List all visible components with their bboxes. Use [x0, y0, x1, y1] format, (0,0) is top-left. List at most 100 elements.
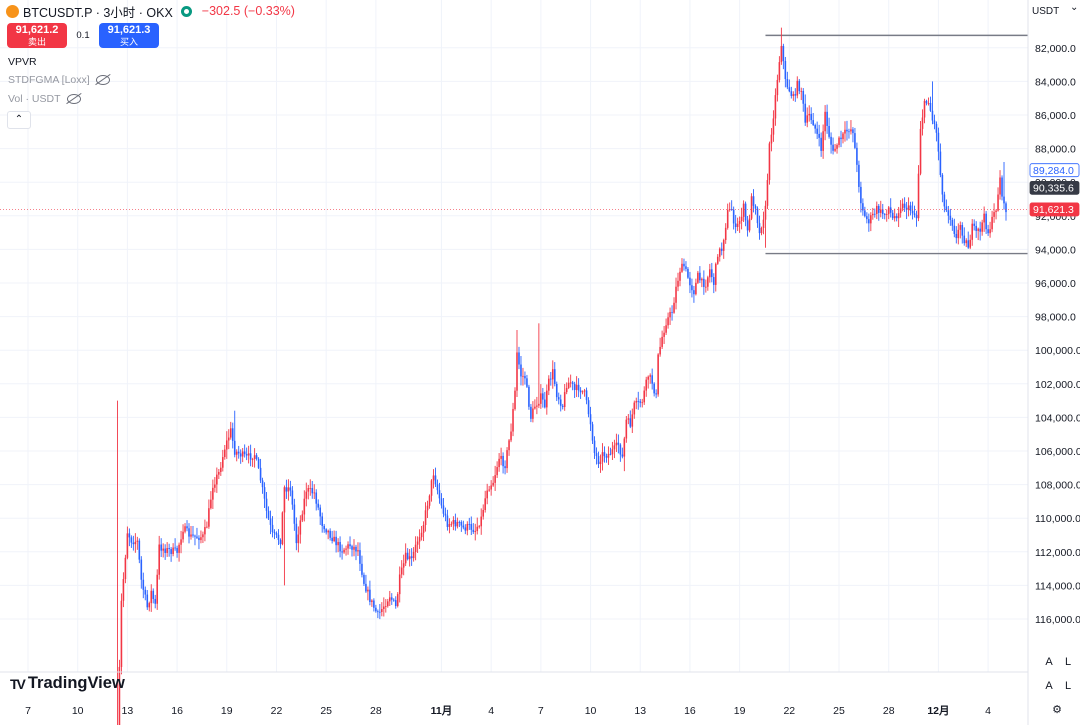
candle-body — [508, 440, 510, 450]
hidden-eye-icon[interactable] — [96, 75, 110, 85]
candle-body — [574, 384, 576, 390]
candle-body — [620, 445, 622, 455]
collapse-legend-button[interactable]: ⌃ — [7, 111, 31, 129]
candle-body — [210, 500, 212, 509]
candle-body — [290, 487, 292, 490]
buy-button[interactable]: 91,621.3 买入 — [99, 23, 159, 48]
candle-body — [862, 203, 864, 210]
log-scale-button-secondary[interactable]: L — [1059, 677, 1077, 695]
time-tick-label: 25 — [833, 705, 845, 717]
grid-lines — [0, 0, 1028, 672]
candle-body — [302, 514, 304, 520]
candle-body — [584, 390, 586, 391]
indicator-stdfgma[interactable]: STDFGMA [Loxx] — [8, 74, 110, 86]
candle-body — [659, 347, 661, 354]
sell-button[interactable]: 91,621.2 卖出 — [7, 23, 67, 48]
time-tick-label: 25 — [320, 705, 332, 717]
time-tick-label: 4 — [985, 705, 991, 717]
logo-text: TradingView — [28, 674, 125, 693]
candle-body — [258, 459, 260, 468]
candle-body — [254, 455, 256, 459]
candle-body — [512, 409, 514, 431]
candle-body — [645, 380, 647, 391]
candle-body — [894, 216, 896, 218]
time-tick-label: 13 — [122, 705, 134, 717]
indicator-volume[interactable]: Vol · USDT — [8, 93, 81, 105]
candle-body — [641, 402, 643, 403]
symbol-header[interactable]: BTCUSDT.P · 3小时 · OKX −302.5 (−0.33%) — [6, 3, 295, 19]
indicator-vpvr[interactable]: VPVR — [8, 56, 37, 68]
candle-body — [238, 452, 240, 454]
candle-body — [274, 532, 276, 533]
candle-body — [898, 213, 900, 218]
candle-body — [319, 508, 321, 517]
candle-body — [391, 597, 393, 599]
indicator-label: STDFGMA [Loxx] — [8, 74, 90, 86]
candle-body — [675, 287, 677, 303]
time-tick-label: 19 — [734, 705, 746, 717]
candle-body — [820, 138, 822, 151]
candle-body — [182, 532, 184, 540]
candle-body — [631, 414, 633, 426]
candle-body — [353, 547, 355, 550]
time-tick-label: 16 — [684, 705, 696, 717]
candle-body — [616, 443, 618, 446]
candle-body — [880, 209, 882, 212]
candle-body — [343, 550, 345, 553]
chevron-down-icon[interactable]: ⌄ — [1070, 2, 1078, 13]
price-tick-label: 98,000.0 — [1035, 312, 1076, 324]
candle-body — [735, 223, 737, 227]
candle-body — [683, 264, 685, 267]
candle-body — [478, 526, 480, 527]
candle-body — [749, 219, 751, 231]
candle-body — [606, 456, 608, 458]
currency-label[interactable]: USDT — [1032, 6, 1059, 17]
candle-body — [586, 390, 588, 400]
candle-body — [651, 375, 653, 383]
log-scale-button[interactable]: L — [1059, 653, 1077, 671]
symbol-title[interactable]: BTCUSDT.P · 3小时 · OKX — [23, 2, 173, 21]
candle-body — [892, 213, 894, 218]
candle-body — [202, 534, 204, 537]
candle-body — [751, 196, 753, 218]
hidden-eye-icon[interactable] — [67, 94, 81, 104]
candle-body — [568, 383, 570, 388]
candle-body — [999, 178, 1001, 195]
price-axis[interactable]: 82,000.084,000.086,000.088,000.090,000.0… — [1028, 0, 1080, 725]
candle-body — [938, 133, 940, 152]
price-tick-label: 116,000.0 — [1035, 614, 1080, 626]
candle-body — [166, 548, 168, 553]
candle-body — [465, 527, 467, 530]
candle-body — [542, 393, 544, 399]
candle-body — [339, 542, 341, 551]
candle-body — [502, 456, 504, 466]
time-axis[interactable]: 71013161922252811月471013161922252812月4 — [0, 672, 1028, 717]
candle-body — [725, 228, 727, 240]
candle-body — [985, 214, 987, 230]
time-tick-label: 28 — [883, 705, 895, 717]
candle-body — [818, 134, 820, 138]
trade-panel: 91,621.2 卖出 0.1 91,621.3 买入 — [7, 23, 159, 48]
candle-body — [331, 538, 333, 541]
candle-body — [282, 512, 284, 544]
candle-body — [309, 488, 311, 489]
candle-body — [954, 226, 956, 234]
candle-body — [872, 214, 874, 215]
time-tick-label: 11月 — [431, 705, 453, 717]
candle-body — [315, 493, 317, 504]
settings-gear-icon[interactable]: ⚙ — [1048, 701, 1066, 719]
candle-body — [304, 499, 306, 515]
candle-body — [856, 148, 858, 165]
candle-body — [687, 269, 689, 278]
candle-body — [916, 215, 918, 218]
candle-body — [172, 548, 174, 554]
candle-body — [196, 537, 198, 538]
candle-body — [192, 534, 194, 535]
candle-body — [952, 220, 954, 226]
auto-scale-button-secondary[interactable]: A — [1040, 677, 1058, 695]
candle-body — [789, 87, 791, 91]
auto-scale-button[interactable]: A — [1040, 653, 1058, 671]
candle-body — [121, 601, 123, 667]
candle-body — [590, 414, 592, 424]
